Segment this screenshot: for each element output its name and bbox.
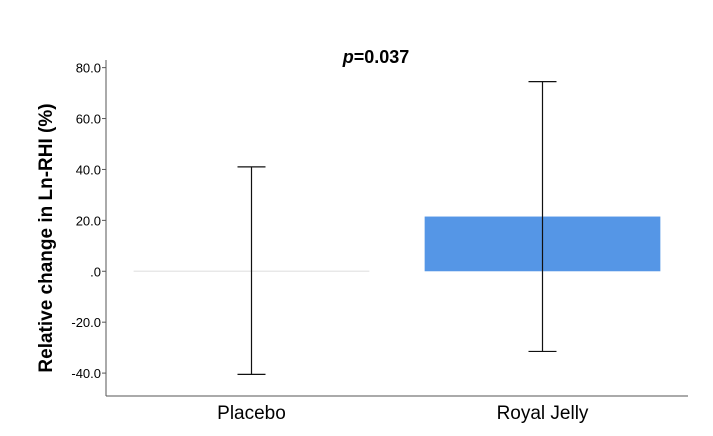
error-bars	[237, 81, 557, 375]
p-value-annotation: p=0.037	[342, 47, 410, 67]
y-tick-label: 80.0	[76, 61, 101, 76]
x-axis-categories: Placebo Royal Jelly	[217, 403, 589, 424]
y-axis-ticks: 80.0 60.0 40.0 20.0 .0 -20.0 -40.0	[71, 61, 106, 381]
y-tick-label: 20.0	[76, 213, 101, 228]
category-label: Royal Jelly	[497, 403, 589, 424]
bars	[133, 216, 661, 273]
category-label: Placebo	[217, 403, 286, 424]
p-value-italic: p	[342, 47, 354, 67]
y-tick-label: -40.0	[71, 366, 101, 381]
p-value-number: =0.037	[354, 47, 410, 67]
y-tick-label: 60.0	[76, 112, 101, 127]
y-tick-label: .0	[90, 264, 101, 279]
y-tick-label: 40.0	[76, 162, 101, 177]
y-tick-label: -20.0	[71, 315, 101, 330]
y-axis-title: Relative change in Ln-RHI (%)	[36, 103, 57, 372]
